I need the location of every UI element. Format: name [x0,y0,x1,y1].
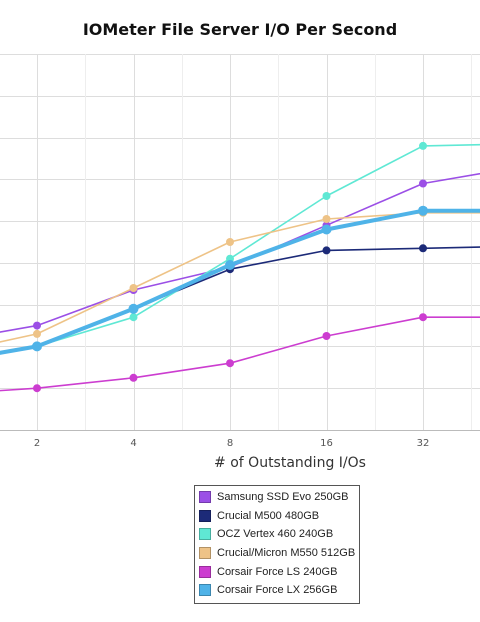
x-tick-label: 2 [34,438,40,449]
x-tick-label: 8 [227,438,233,449]
series-layer [0,141,480,393]
x-tick-label: 4 [130,438,136,449]
data-point [33,384,41,393]
series-line [0,172,480,333]
data-point [419,179,427,188]
data-point [129,373,138,382]
series-5 [0,205,480,355]
data-point [418,205,428,216]
data-point [33,321,41,330]
legend-swatch [199,547,211,560]
legend-swatch [199,584,211,597]
series-line [0,208,480,355]
data-point [322,332,331,340]
legend-item: Samsung SSD Evo 250GB [195,488,359,507]
grid-lines [0,54,480,431]
legend-swatch [199,491,211,504]
legend-swatch [199,509,211,522]
data-point [128,303,139,314]
data-point [33,329,41,338]
legend-swatch [199,565,211,578]
x-axis-label: # of Outstanding I/Os [214,455,366,471]
data-point [322,246,331,255]
data-point [419,141,427,150]
data-point [322,192,331,200]
data-point [321,224,332,235]
series-line [0,143,480,354]
data-point [32,341,42,352]
legend: Samsung SSD Evo 250GB Crucial M500 480GB O… [194,485,360,604]
series-line [0,316,480,392]
data-point [419,244,427,253]
data-point [129,284,138,292]
x-tick-label: 16 [320,438,333,449]
legend-label: Samsung SSD Evo 250GB [217,491,349,504]
legend-item: Crucial M500 480GB [195,507,359,526]
legend-label: OCZ Vertex 460 240GB [217,528,334,541]
data-point [322,215,331,223]
series-4 [0,313,480,393]
legend-label: Corsair Force LS 240GB [217,565,338,578]
data-point [419,313,427,322]
legend-item: Crucial/Micron M550 512GB [195,544,359,563]
data-point [225,260,235,270]
legend-label: Crucial/Micron M550 512GB [217,547,356,560]
x-tick-labels: 2 4 8 16 32 [34,438,430,449]
legend-item: Corsair Force LS 240GB [195,562,359,581]
chart-title: IOMeter File Server I/O Per Second [82,20,398,39]
legend-label: Corsair Force LX 256GB [217,584,338,597]
series-0 [0,172,480,333]
legend-swatch [199,528,211,541]
data-point [226,359,234,368]
legend-label: Crucial M500 480GB [217,509,320,522]
legend-item: Corsair Force LX 256GB [195,581,359,600]
data-point [129,313,138,322]
data-point [226,238,234,246]
legend-item: OCZ Vertex 460 240GB [195,525,359,544]
x-tick-label: 32 [417,438,430,449]
